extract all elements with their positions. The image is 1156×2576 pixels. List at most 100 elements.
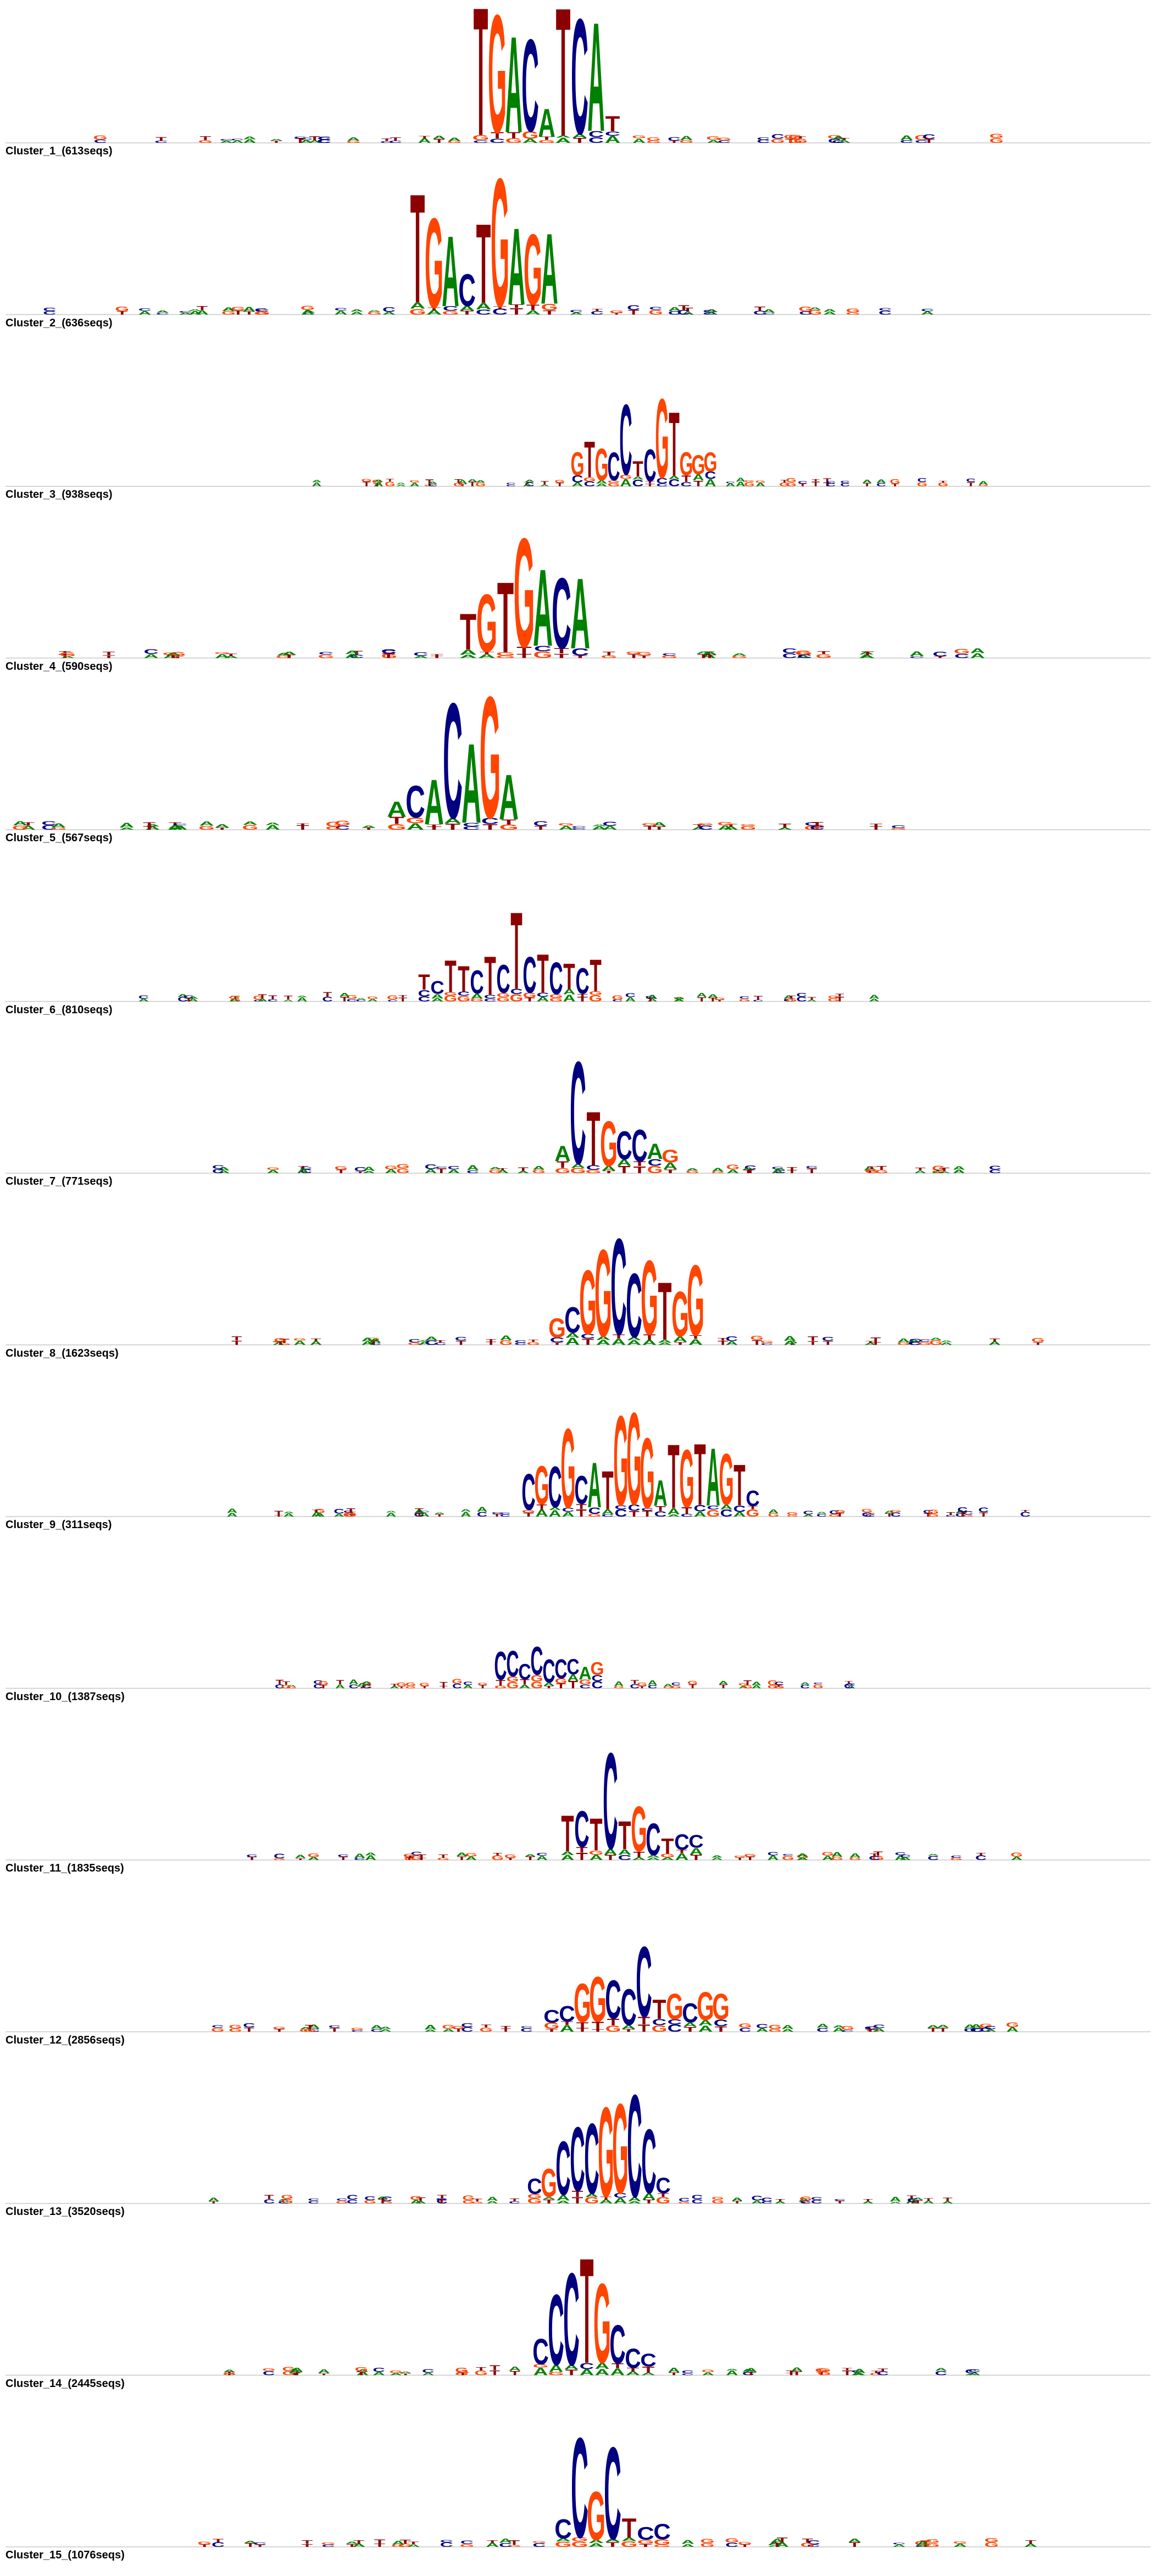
minor-letter-a: A bbox=[471, 992, 483, 1000]
background-letter-g: G bbox=[712, 2196, 724, 2200]
background-letter-a: A bbox=[177, 993, 188, 998]
background-letter-t: T bbox=[787, 1169, 797, 1174]
background-letter-c: C bbox=[212, 1168, 225, 1175]
minor-letter-g: G bbox=[608, 480, 620, 483]
background-letter-g: G bbox=[230, 998, 241, 1002]
motif-letter-c: C bbox=[610, 1210, 626, 1363]
background-letter-g: G bbox=[336, 2200, 348, 2204]
background-letter-a: A bbox=[786, 1340, 798, 1344]
background-letter-a: A bbox=[708, 993, 718, 998]
motif-letter-g: G bbox=[626, 1386, 641, 1533]
background-letter-a: A bbox=[339, 992, 349, 998]
background-letter-c: C bbox=[380, 141, 393, 143]
motif-letter-t: T bbox=[622, 2512, 637, 2543]
background-letter-a: A bbox=[869, 998, 879, 1002]
background-letter-t: T bbox=[808, 1335, 819, 1342]
background-letter-g: G bbox=[601, 654, 617, 659]
background-letter-a: A bbox=[361, 825, 376, 828]
background-letter-g: G bbox=[364, 2199, 376, 2205]
background-letter-g: G bbox=[343, 1512, 354, 1518]
minor-letter-a: A bbox=[698, 2019, 713, 2027]
minor-letter-g: G bbox=[473, 134, 490, 142]
minor-letter-c: C bbox=[484, 998, 497, 1002]
background-letter-t: T bbox=[939, 480, 947, 483]
background-letter-c: C bbox=[915, 140, 928, 144]
motif-letter-c: C bbox=[559, 2001, 575, 2027]
minor-letter-t: T bbox=[603, 1170, 615, 1174]
background-letter-c: C bbox=[466, 1169, 479, 1174]
background-letter-a: A bbox=[859, 651, 874, 655]
background-letter-g: G bbox=[453, 482, 464, 487]
background-letter-c: C bbox=[408, 1338, 420, 1343]
background-letter-c: C bbox=[533, 820, 548, 828]
background-letter-c: C bbox=[796, 992, 807, 998]
background-letter-c: C bbox=[739, 996, 749, 1000]
background-letter-a: A bbox=[900, 135, 913, 142]
background-letter-a: A bbox=[668, 306, 681, 312]
background-letter-c: C bbox=[177, 996, 188, 1003]
background-letter-g: G bbox=[390, 2370, 403, 2374]
minor-letter-g: G bbox=[538, 139, 555, 144]
background-letter-t: T bbox=[398, 995, 408, 998]
background-letter-c: C bbox=[761, 1342, 773, 1345]
background-letter-t: T bbox=[282, 1681, 290, 1686]
background-letter-c: C bbox=[782, 1853, 794, 1856]
background-letter-t: T bbox=[718, 1337, 728, 1341]
minor-letter-a: A bbox=[595, 2367, 610, 2377]
motif-letter-c: C bbox=[494, 1644, 507, 1689]
background-letter-a: A bbox=[282, 651, 297, 656]
background-letter-g: G bbox=[504, 1854, 516, 1858]
background-letter-t: T bbox=[244, 2542, 255, 2549]
background-letter-a: A bbox=[165, 652, 180, 656]
background-letter-g: G bbox=[678, 2201, 690, 2204]
background-letter-c: C bbox=[440, 2541, 453, 2549]
background-letter-g: G bbox=[163, 652, 179, 656]
background-letter-a: A bbox=[846, 1685, 855, 1689]
cluster-label: Cluster_12_(2856seqs) bbox=[5, 2034, 125, 2046]
background-letter-g: G bbox=[662, 655, 677, 659]
background-letter-g: G bbox=[809, 824, 825, 828]
background-letter-c: C bbox=[900, 140, 913, 144]
background-letter-t: T bbox=[356, 2370, 366, 2377]
minor-letter-t: T bbox=[592, 2029, 604, 2033]
motif-letter-g: G bbox=[476, 577, 498, 669]
background-letter-t: T bbox=[541, 480, 549, 486]
motif-letter-g: G bbox=[680, 446, 693, 483]
motif-letter-g: G bbox=[488, 0, 507, 168]
motif-letter-c: C bbox=[523, 946, 536, 1004]
background-letter-g: G bbox=[663, 1686, 673, 1689]
background-letter-a: A bbox=[525, 1853, 536, 1857]
background-letter-g: G bbox=[744, 481, 754, 488]
motif-letter-c: C bbox=[674, 1830, 689, 1855]
background-letter-t: T bbox=[319, 1684, 327, 1690]
background-letter-g: G bbox=[642, 823, 658, 826]
background-letter-a: A bbox=[775, 2201, 786, 2204]
background-letter-c: C bbox=[864, 2025, 876, 2030]
background-letter-g: G bbox=[362, 1681, 372, 1686]
minor-letter-c: C bbox=[681, 481, 692, 488]
background-letter-c: C bbox=[935, 2369, 947, 2376]
background-letter-a: A bbox=[314, 1512, 325, 1518]
background-letter-g: G bbox=[798, 306, 813, 313]
background-letter-g: G bbox=[990, 133, 1004, 140]
background-letter-t: T bbox=[885, 1513, 894, 1518]
background-letter-a: A bbox=[365, 1852, 376, 1856]
background-letter-a: A bbox=[168, 824, 182, 831]
background-letter-c: C bbox=[681, 2369, 693, 2374]
background-letter-a: A bbox=[145, 824, 160, 827]
background-letter-c: C bbox=[419, 1511, 430, 1513]
background-letter-g: G bbox=[797, 1854, 809, 1859]
background-letter-a: A bbox=[931, 1171, 943, 1174]
minor-letter-c: C bbox=[669, 478, 680, 488]
minor-letter-a: A bbox=[444, 817, 462, 825]
background-letter-c: C bbox=[337, 1854, 349, 1857]
background-letter-t: T bbox=[775, 2199, 785, 2202]
background-letter-t: T bbox=[436, 1168, 447, 1175]
background-letter-c: C bbox=[774, 1681, 784, 1687]
background-letter-c: C bbox=[413, 651, 428, 657]
background-letter-t: T bbox=[374, 2538, 385, 2545]
background-letter-t: T bbox=[603, 651, 615, 656]
background-letter-t: T bbox=[939, 1167, 949, 1173]
background-letter-c: C bbox=[435, 1166, 447, 1169]
background-letter-a: A bbox=[257, 998, 268, 1003]
